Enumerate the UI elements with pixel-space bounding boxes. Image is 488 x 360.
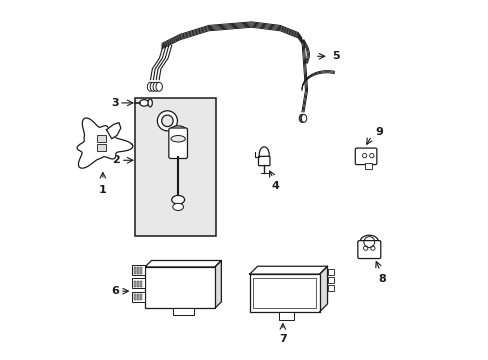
Bar: [140, 294, 142, 300]
Text: 8: 8: [377, 274, 385, 284]
Ellipse shape: [150, 82, 156, 91]
Bar: [132, 278, 144, 288]
Ellipse shape: [299, 114, 304, 122]
Bar: [97, 135, 106, 142]
Ellipse shape: [300, 114, 305, 122]
FancyBboxPatch shape: [355, 148, 376, 165]
Bar: [137, 294, 139, 300]
Text: 1: 1: [99, 185, 106, 195]
Text: 7: 7: [279, 334, 286, 344]
Polygon shape: [214, 261, 221, 308]
Ellipse shape: [139, 100, 148, 106]
Polygon shape: [106, 123, 121, 139]
Bar: [327, 276, 333, 283]
Ellipse shape: [148, 99, 152, 107]
Bar: [144, 267, 214, 308]
Bar: [140, 280, 142, 287]
Ellipse shape: [301, 114, 306, 122]
Bar: [327, 284, 333, 291]
Ellipse shape: [153, 82, 159, 91]
Bar: [132, 265, 144, 275]
Text: 4: 4: [270, 181, 278, 191]
Text: 5: 5: [332, 51, 339, 61]
Polygon shape: [77, 118, 133, 168]
Bar: [132, 292, 144, 302]
Text: 6: 6: [111, 286, 119, 296]
Text: 9: 9: [375, 127, 383, 137]
Bar: [327, 269, 333, 275]
Text: 3: 3: [111, 98, 118, 108]
FancyBboxPatch shape: [357, 240, 380, 258]
Ellipse shape: [171, 135, 185, 142]
Ellipse shape: [359, 235, 378, 249]
Bar: [279, 312, 293, 320]
Bar: [364, 163, 371, 168]
Bar: [134, 280, 136, 287]
Bar: [134, 294, 136, 300]
FancyBboxPatch shape: [258, 156, 269, 166]
Ellipse shape: [171, 195, 184, 204]
FancyBboxPatch shape: [168, 128, 187, 158]
Bar: [249, 274, 319, 312]
Ellipse shape: [170, 126, 185, 134]
Ellipse shape: [172, 203, 183, 211]
Bar: [97, 144, 106, 151]
Ellipse shape: [147, 82, 153, 91]
Polygon shape: [144, 261, 221, 267]
Polygon shape: [249, 266, 327, 274]
Bar: [253, 278, 315, 308]
Bar: [135, 98, 215, 235]
Ellipse shape: [259, 147, 269, 163]
Bar: [137, 280, 139, 287]
Bar: [140, 267, 142, 274]
Bar: [172, 308, 194, 315]
Polygon shape: [319, 266, 327, 312]
Text: 2: 2: [112, 155, 120, 165]
Bar: [134, 267, 136, 274]
Ellipse shape: [156, 82, 162, 91]
Circle shape: [157, 111, 177, 131]
Circle shape: [162, 115, 173, 127]
Bar: [137, 267, 139, 274]
